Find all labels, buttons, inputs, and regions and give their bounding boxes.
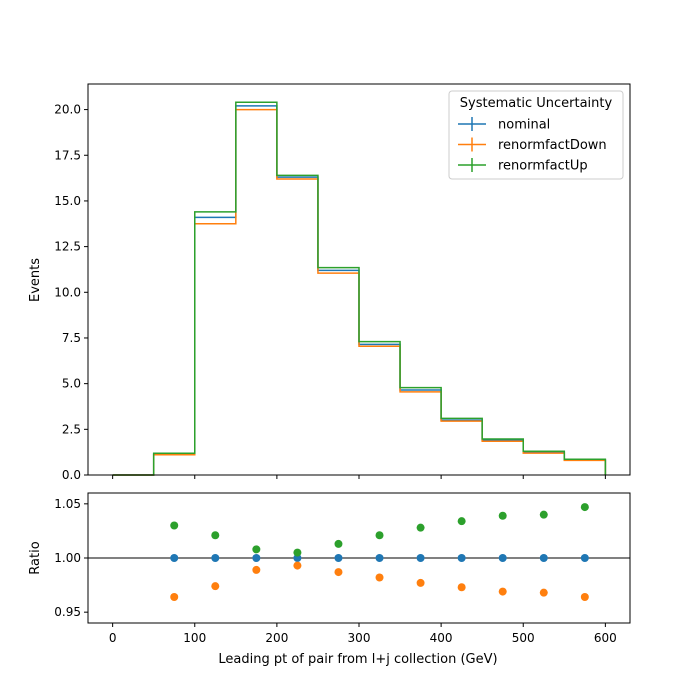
ratio-point-nominal xyxy=(498,554,507,562)
ratio-point-renormfactUp xyxy=(416,523,425,532)
main-y-axis-label: Events xyxy=(28,258,43,302)
ratio-point-renormfactDown xyxy=(457,583,466,592)
ratio-point-renormfactDown xyxy=(416,578,425,587)
main-plot-frame xyxy=(87,83,631,476)
main-y-tick-label: 2.5 xyxy=(62,422,81,436)
ratio-point-renormfactUp xyxy=(580,503,589,512)
ratio-point-renormfactUp xyxy=(334,539,343,548)
x-tick-label: 0 xyxy=(109,631,117,645)
ratio-y-tick-label: 1.00 xyxy=(54,551,81,565)
main-y-tick-label: 20.0 xyxy=(54,103,81,117)
legend-entry-renormfactUp: renormfactUp xyxy=(458,158,588,174)
x-tick-label: 300 xyxy=(348,631,371,645)
ratio-point-renormfactUp xyxy=(375,531,384,540)
ratio-y-tick-label: 1.05 xyxy=(54,497,81,511)
ratio-point-nominal xyxy=(539,554,548,562)
ratio-point-renormfactUp xyxy=(539,510,548,519)
main-y-tick-label: 10.0 xyxy=(54,285,81,299)
ratio-point-renormfactUp xyxy=(293,548,302,557)
main-y-tick-label: 15.0 xyxy=(54,194,81,208)
ratio-point-renormfactDown xyxy=(211,582,220,591)
main-y-tick-label: 0.0 xyxy=(62,468,81,482)
main-y-tick-label: 17.5 xyxy=(54,148,81,162)
ratio-point-nominal xyxy=(252,554,261,562)
ratio-point-nominal xyxy=(211,554,220,562)
x-tick-label: 600 xyxy=(594,631,617,645)
ratio-plot-frame xyxy=(87,492,631,624)
ratio-point-nominal xyxy=(375,554,384,562)
legend-label: renormfactUp xyxy=(498,159,588,174)
ratio-point-renormfactDown xyxy=(252,565,261,574)
legend-title: Systematic Uncertainty xyxy=(460,96,613,111)
ratio-point-nominal xyxy=(580,554,589,562)
ratio-point-renormfactDown xyxy=(539,588,548,597)
ratio-point-renormfactDown xyxy=(580,593,589,601)
main-y-tick-label: 5.0 xyxy=(62,377,81,391)
ratio-point-renormfactUp xyxy=(170,521,179,530)
ratio-panel: 0.95 1.00 1.05 0 100 200 300 400 500 600 Ratio L… xyxy=(28,492,631,667)
legend: Systematic Uncertainty nominal renormfact… xyxy=(448,90,624,180)
main-y-tick-label: 7.5 xyxy=(62,331,81,345)
ratio-point-nominal xyxy=(170,554,179,562)
ratio-y-axis-label: Ratio xyxy=(28,541,43,574)
legend-box xyxy=(448,90,624,180)
legend-label: nominal xyxy=(498,118,550,133)
ratio-point-renormfactUp xyxy=(498,511,507,520)
ratio-point-renormfactDown xyxy=(375,573,384,582)
ratio-point-nominal xyxy=(334,554,343,562)
ratio-point-renormfactDown xyxy=(170,593,179,601)
x-axis-label: Leading pt of pair from l+j collection (… xyxy=(218,652,497,667)
legend-entry-nominal: nominal xyxy=(458,117,550,133)
ratio-point-renormfactDown xyxy=(334,568,343,577)
legend-label: renormfactDown xyxy=(498,138,607,153)
ratio-point-renormfactUp xyxy=(211,531,220,540)
x-tick-label: 500 xyxy=(512,631,535,645)
legend-entry-renormfactDown: renormfactDown xyxy=(458,137,607,153)
ratio-point-nominal xyxy=(416,554,425,562)
ratio-point-renormfactUp xyxy=(252,545,261,554)
ratio-point-renormfactUp xyxy=(457,517,466,526)
ratio-point-renormfactDown xyxy=(293,561,302,570)
ratio-point-nominal xyxy=(457,554,466,562)
ratio-point-renormfactDown xyxy=(498,587,507,596)
main-y-tick-label: 12.5 xyxy=(54,240,81,254)
step-line-renormfactUp xyxy=(112,101,607,476)
x-tick-label: 100 xyxy=(183,631,206,645)
main-histogram-panel: 0.02.55.07.510.012.515.017.520.0 Events … xyxy=(28,83,631,482)
x-tick-label: 200 xyxy=(265,631,288,645)
ratio-y-tick-label: 0.95 xyxy=(54,605,81,619)
x-tick-label: 400 xyxy=(430,631,453,645)
